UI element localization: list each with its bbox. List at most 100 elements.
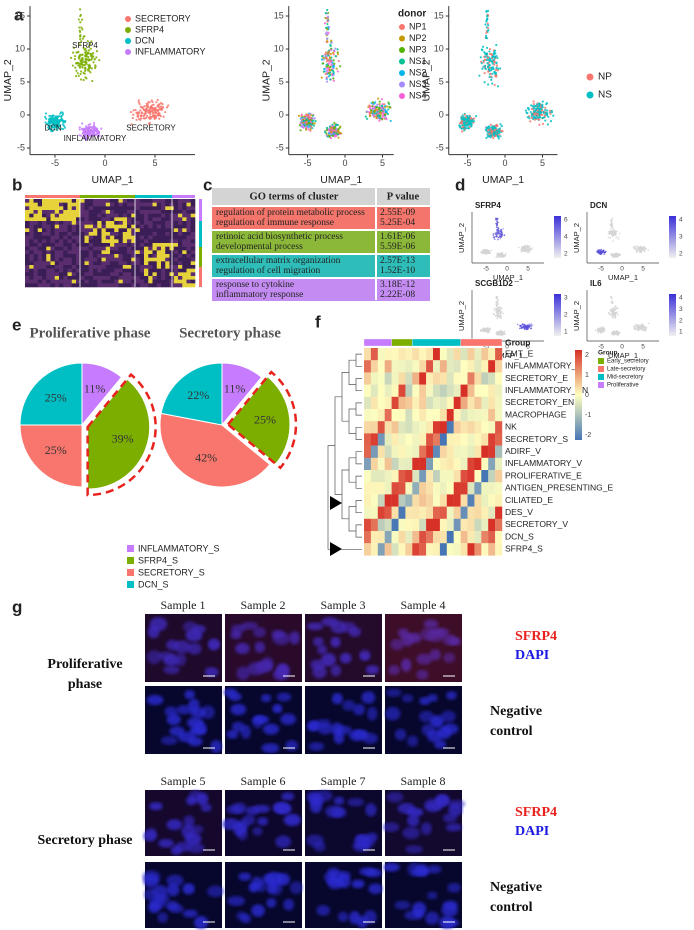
- feature-point: [634, 325, 636, 328]
- heatmap-cell: [76, 272, 81, 277]
- feature-point: [641, 325, 644, 327]
- nucleus: [306, 834, 324, 847]
- heatmap-cell: [71, 268, 77, 273]
- nucleus: [348, 626, 362, 637]
- umap-point: [313, 122, 316, 125]
- umap-point: [135, 111, 138, 114]
- heatmap-cell: [80, 276, 85, 280]
- heatmap-cell: [426, 384, 434, 397]
- heatmap-cell: [122, 261, 128, 266]
- heatmap-cell: [101, 239, 107, 244]
- umap-point: [77, 50, 80, 53]
- umap-point: [97, 132, 100, 135]
- heatmap-cell: [453, 360, 461, 373]
- heatmap-cell: [384, 348, 392, 361]
- heatmap-cell: [127, 210, 132, 214]
- feature-point: [613, 311, 616, 314]
- legend-label: Late-secretory: [607, 367, 645, 373]
- heatmap-cell: [80, 246, 85, 251]
- heatmap-cell: [182, 232, 187, 236]
- heatmap-cell: [97, 206, 102, 211]
- heatmap-cell: [488, 396, 496, 410]
- nucleus: [317, 644, 328, 655]
- heatmap-cell: [46, 224, 51, 229]
- heatmap-cell: [127, 239, 132, 244]
- heatmap-cell: [405, 409, 413, 422]
- umap-point: [146, 109, 149, 112]
- heatmap-cell: [122, 279, 128, 284]
- feature-point: [598, 248, 600, 251]
- heatmap-cell: [364, 518, 372, 532]
- heatmap-cell: [54, 283, 60, 288]
- feature-point: [482, 249, 485, 251]
- heatmap-cell: [101, 199, 107, 203]
- heatmap-cell: [127, 224, 132, 229]
- heatmap-cell: [495, 409, 503, 422]
- nucleus: [426, 628, 445, 643]
- umap-point: [69, 56, 73, 59]
- umap-point: [148, 111, 152, 114]
- umap-point: [331, 65, 334, 68]
- umap-point: [78, 66, 82, 69]
- heatmap-cell: [144, 210, 149, 214]
- group-bar: [460, 338, 503, 347]
- heatmap-cell: [419, 396, 427, 410]
- umap-point: [486, 133, 489, 136]
- heatmap-cell: [190, 228, 196, 233]
- colorbar-label: 4: [564, 234, 568, 241]
- feature-point: [486, 249, 489, 251]
- umap-point: [494, 69, 498, 72]
- heatmap-cell: [182, 235, 187, 240]
- heatmap-cell: [419, 470, 427, 483]
- feature-point: [496, 303, 499, 306]
- heatmap-cell: [190, 199, 196, 203]
- heatmap-cell: [488, 543, 496, 556]
- panel-label: c: [203, 175, 212, 194]
- heatmap-cell: [67, 243, 73, 247]
- umap-point: [314, 119, 317, 123]
- umap-point: [77, 74, 80, 77]
- p-value: 3.18E-12: [380, 280, 415, 290]
- heatmap-cell: [377, 445, 385, 458]
- nucleus: [427, 891, 438, 900]
- heatmap-cell: [105, 224, 111, 229]
- heatmap-cell: [156, 257, 162, 262]
- heatmap-cell: [118, 206, 124, 211]
- heatmap-cell: [84, 239, 90, 244]
- heatmap-cell: [165, 265, 170, 269]
- heatmap-cell: [25, 254, 30, 258]
- heatmap-cell: [127, 243, 132, 247]
- legend-dot: [399, 81, 405, 88]
- heatmap-cell: [148, 257, 153, 262]
- umap-point: [78, 30, 82, 34]
- heatmap-cell: [46, 235, 51, 240]
- heatmap-cell: [190, 243, 196, 247]
- feature-point: [635, 328, 637, 330]
- umap-point: [368, 114, 372, 118]
- heatmap-cell: [384, 360, 392, 373]
- umap-point: [325, 77, 328, 80]
- nucleus: [231, 802, 247, 814]
- umap-point: [485, 31, 488, 34]
- heatmap-cell: [156, 206, 162, 211]
- stain-signal: [225, 614, 302, 682]
- p-value: 1.61E-06: [380, 232, 415, 242]
- heatmap-cell: [25, 279, 30, 284]
- umap-point: [488, 133, 491, 136]
- heatmap-cell: [139, 199, 145, 203]
- heatmap-cell: [118, 232, 124, 236]
- umap-point: [75, 62, 78, 65]
- feature-point: [520, 250, 523, 253]
- heatmap-cell: [433, 348, 441, 361]
- heatmap-cell: [152, 268, 158, 273]
- heatmap-cell: [84, 232, 90, 236]
- legend-swatch: [598, 382, 604, 388]
- umap-point: [330, 130, 333, 134]
- umap-point: [332, 79, 335, 82]
- heatmap-cell: [178, 272, 183, 277]
- heatmap-cell: [59, 221, 64, 225]
- umap-point: [130, 123, 133, 126]
- row-label: MACROPHAGE: [505, 409, 567, 419]
- heatmap-cell: [114, 210, 119, 214]
- heatmap-cell: [178, 210, 183, 214]
